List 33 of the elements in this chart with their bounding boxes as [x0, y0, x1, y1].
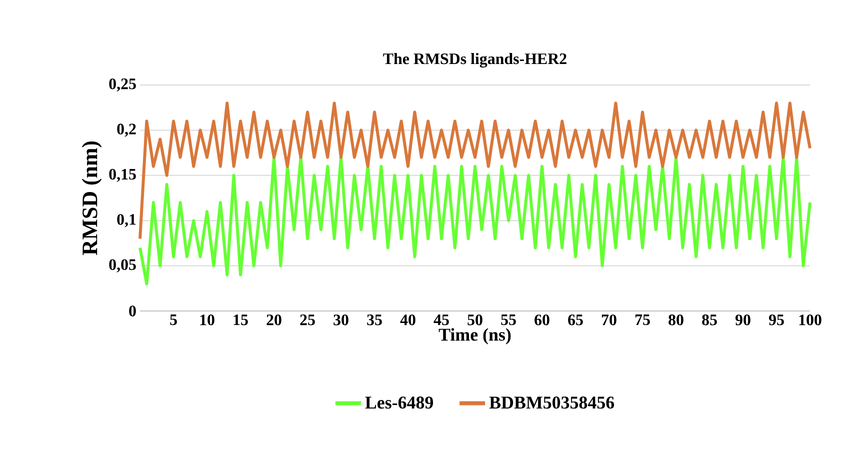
- x-tick-label: 40: [400, 314, 416, 326]
- x-tick-label: 70: [602, 314, 616, 326]
- y-tick-label: 0,2: [117, 124, 136, 137]
- y-tick-label: 0,1: [117, 214, 136, 228]
- legend-label: BDBM50358456: [489, 396, 614, 409]
- line-series: [138, 156, 812, 286]
- y-tick-label: 0,25: [109, 78, 136, 92]
- line-series: [138, 102, 812, 240]
- x-tick-label: 10: [200, 314, 214, 326]
- x-tick-label: 100: [799, 314, 822, 326]
- y-tick-label: 0,05: [109, 259, 136, 272]
- x-tick-label: 30: [334, 314, 348, 326]
- chart-title: The RMSDs ligands-HER2: [383, 52, 566, 68]
- y-tick-label: 0,15: [109, 168, 136, 182]
- x-tick-label: 95: [768, 314, 784, 326]
- x-tick-label: 85: [702, 314, 717, 326]
- x-tick-label: 35: [367, 314, 382, 326]
- x-tick-label: 25: [300, 314, 315, 326]
- x-tick-label: 75: [635, 314, 650, 326]
- y-tick-label: 0: [129, 306, 136, 316]
- x-tick-label: 15: [234, 314, 248, 326]
- x-tick-label: 80: [668, 314, 684, 326]
- x-tick-label: 65: [568, 314, 583, 326]
- x-axis-title: Time (ns): [438, 328, 511, 344]
- x-tick-label: 20: [266, 314, 282, 326]
- x-tick-label: 55: [501, 314, 516, 326]
- x-tick-label: 45: [434, 314, 449, 326]
- x-tick-label: 50: [468, 314, 482, 326]
- x-tick-label: 60: [534, 314, 550, 326]
- y-axis-title: RMSD (nm): [82, 141, 102, 256]
- x-tick-label: 5: [170, 314, 177, 326]
- legend-label: Les-6489: [365, 396, 434, 409]
- x-tick-label: 90: [735, 314, 750, 326]
